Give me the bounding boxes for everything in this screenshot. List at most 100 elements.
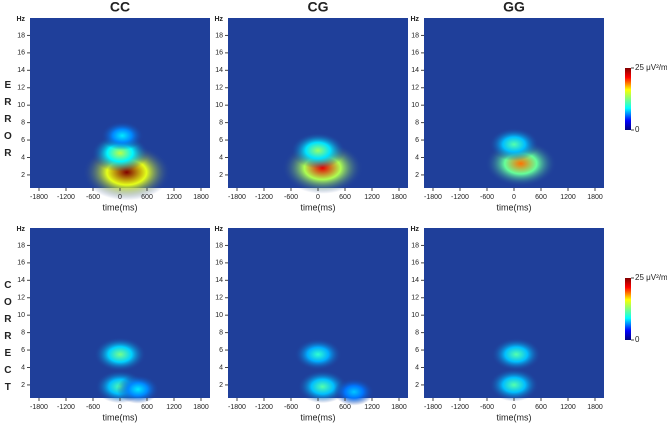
- y-axis-label: Hz: [410, 16, 419, 23]
- x-tick-label: -1800: [424, 194, 442, 201]
- y-tick-label: 6: [415, 137, 419, 144]
- x-tick-label: 1200: [166, 404, 182, 411]
- x-axis-label: time(ms): [497, 202, 532, 212]
- y-tick-label: 2: [21, 382, 25, 389]
- colorbar-label: 25 μV²/m: [635, 63, 667, 72]
- y-tick-label: 18: [17, 242, 25, 249]
- y-tick-label: 16: [17, 260, 25, 267]
- y-tick-label: 6: [415, 347, 419, 354]
- y-axis-label: Hz: [214, 16, 223, 23]
- x-tick-label: -600: [86, 194, 100, 201]
- y-tick-label: 12: [17, 295, 25, 302]
- y-tick-label: 2: [415, 172, 419, 179]
- y-tick-label: 4: [21, 154, 25, 161]
- y-tick-label: 4: [415, 154, 419, 161]
- y-tick-label: 14: [17, 277, 25, 284]
- y-tick-label: 14: [17, 67, 25, 74]
- y-tick-label: 4: [219, 154, 223, 161]
- panel-title: CG: [308, 0, 329, 15]
- x-tick-label: -600: [86, 404, 100, 411]
- y-tick-label: 16: [215, 260, 223, 267]
- y-tick-label: 16: [17, 50, 25, 57]
- x-tick-label: 1200: [560, 404, 576, 411]
- x-tick-label: 0: [118, 404, 122, 411]
- y-tick-label: 14: [215, 277, 223, 284]
- x-tick-label: 1800: [587, 194, 603, 201]
- colorbar: [625, 68, 631, 130]
- x-tick-label: -1800: [424, 404, 442, 411]
- y-tick-label: 16: [411, 50, 419, 57]
- x-tick-label: 1800: [391, 194, 407, 201]
- y-tick-label: 16: [411, 260, 419, 267]
- y-axis-label: Hz: [410, 226, 419, 233]
- x-tick-label: -1200: [255, 194, 273, 201]
- y-tick-label: 18: [17, 32, 25, 39]
- y-axis-label: Hz: [214, 226, 223, 233]
- y-tick-label: 4: [415, 364, 419, 371]
- y-tick-label: 2: [415, 382, 419, 389]
- y-tick-label: 18: [215, 242, 223, 249]
- x-axis-label: time(ms): [103, 412, 138, 422]
- y-tick-label: 12: [215, 85, 223, 92]
- x-tick-label: -1800: [228, 404, 246, 411]
- x-tick-label: 1800: [587, 404, 603, 411]
- y-tick-label: 12: [17, 85, 25, 92]
- x-tick-label: 1800: [193, 404, 209, 411]
- x-axis-label: time(ms): [301, 202, 336, 212]
- y-tick-label: 8: [415, 329, 419, 336]
- y-tick-label: 10: [215, 102, 223, 109]
- y-tick-label: 10: [411, 102, 419, 109]
- y-tick-label: 6: [21, 347, 25, 354]
- power-blob: [101, 121, 144, 151]
- x-tick-label: 1800: [193, 194, 209, 201]
- x-tick-label: -600: [284, 404, 298, 411]
- x-axis-label: time(ms): [301, 412, 336, 422]
- y-tick-label: 4: [219, 364, 223, 371]
- x-tick-label: -1800: [228, 194, 246, 201]
- y-tick-label: 12: [411, 295, 419, 302]
- row-label: ERROR: [2, 80, 13, 165]
- x-tick-label: -1200: [57, 194, 75, 201]
- x-tick-label: 0: [118, 194, 122, 201]
- y-tick-label: 8: [415, 119, 419, 126]
- y-tick-label: 6: [219, 137, 223, 144]
- y-tick-label: 8: [21, 119, 25, 126]
- x-tick-label: 600: [339, 194, 351, 201]
- y-tick-label: 14: [215, 67, 223, 74]
- power-blob: [334, 378, 374, 406]
- x-tick-label: -1200: [255, 404, 273, 411]
- y-tick-label: 2: [219, 382, 223, 389]
- x-tick-label: 1200: [166, 194, 182, 201]
- x-tick-label: 1200: [560, 194, 576, 201]
- y-tick-label: 10: [215, 312, 223, 319]
- power-blob: [489, 368, 539, 402]
- y-tick-label: 6: [219, 347, 223, 354]
- x-axis-label: time(ms): [103, 202, 138, 212]
- y-tick-label: 18: [215, 32, 223, 39]
- power-blob: [290, 132, 346, 169]
- x-tick-label: 600: [535, 194, 547, 201]
- colorbar-label: 0: [635, 125, 640, 134]
- y-tick-label: 4: [21, 364, 25, 371]
- y-tick-label: 14: [411, 277, 419, 284]
- power-blob: [116, 374, 160, 404]
- x-tick-label: 0: [512, 194, 516, 201]
- y-axis-label: Hz: [16, 16, 25, 23]
- colorbar: [625, 278, 631, 340]
- y-tick-label: 18: [411, 242, 419, 249]
- x-tick-label: 600: [339, 404, 351, 411]
- x-tick-label: 1200: [364, 194, 380, 201]
- y-tick-label: 8: [219, 329, 223, 336]
- x-tick-label: -600: [480, 404, 494, 411]
- power-blob: [491, 337, 542, 371]
- colorbar-label: 0: [635, 335, 640, 344]
- y-tick-label: 18: [411, 32, 419, 39]
- x-tick-label: 1800: [391, 404, 407, 411]
- x-tick-label: 600: [141, 404, 153, 411]
- x-tick-label: -1200: [451, 194, 469, 201]
- y-tick-label: 10: [17, 312, 25, 319]
- x-tick-label: 0: [316, 404, 320, 411]
- y-tick-label: 2: [219, 172, 223, 179]
- x-tick-label: 1200: [364, 404, 380, 411]
- power-blob: [94, 337, 146, 372]
